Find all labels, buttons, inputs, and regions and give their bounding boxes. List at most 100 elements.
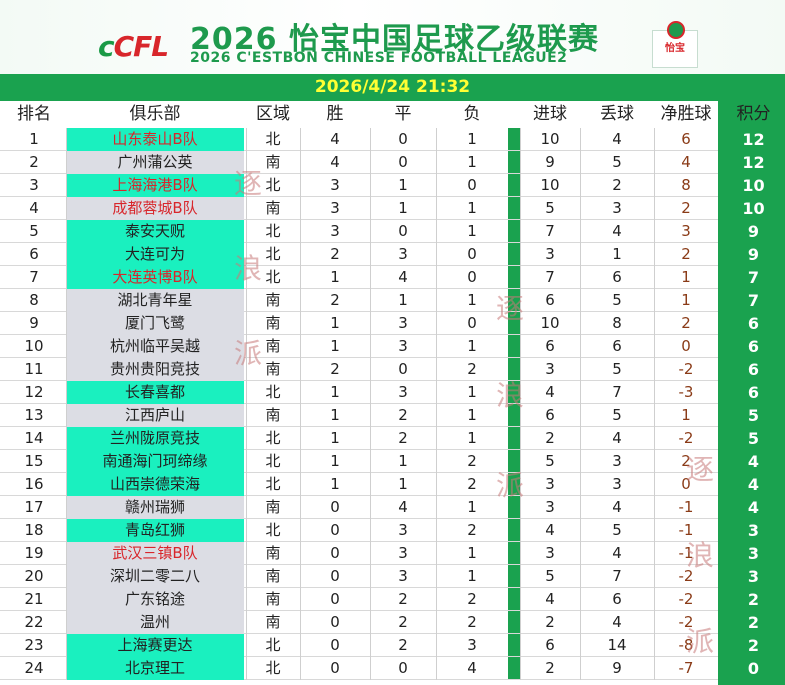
row-ga: 4 <box>612 544 622 562</box>
team-cell <box>66 657 244 680</box>
row-l: 2 <box>467 613 477 631</box>
row-team: 湖北青年星 <box>117 291 193 309</box>
row-region: 南 <box>265 613 281 631</box>
row-d: 0 <box>398 659 408 677</box>
row-rank: 15 <box>24 452 44 470</box>
row-gf: 9 <box>545 153 555 171</box>
row-region: 北 <box>265 176 281 194</box>
row-divider <box>0 587 718 588</box>
row-divider <box>0 541 718 542</box>
watermark-glyph: 逐 <box>686 453 715 486</box>
row-gf: 7 <box>545 222 555 240</box>
row-divider <box>0 311 718 312</box>
row-rank: 20 <box>24 567 44 585</box>
row-region: 北 <box>265 222 281 240</box>
row-divider <box>0 610 718 611</box>
row-l: 1 <box>467 153 477 171</box>
row-w: 0 <box>330 613 340 631</box>
row-d: 3 <box>398 544 408 562</box>
row-gf: 4 <box>545 521 555 539</box>
watermark-glyph: 派 <box>496 469 525 502</box>
row-d: 4 <box>398 498 408 516</box>
row-team: 南通海门珂缔缘 <box>102 452 208 470</box>
row-team: 武汉三镇B队 <box>112 544 198 562</box>
row-d: 2 <box>398 406 408 424</box>
row-w: 3 <box>330 176 340 194</box>
row-team: 江西庐山 <box>124 406 185 424</box>
row-team: 山西崇德荣海 <box>109 475 200 493</box>
row-gf: 3 <box>545 360 555 378</box>
row-region: 北 <box>265 245 281 263</box>
row-divider <box>0 495 718 496</box>
row-pts: 9 <box>747 222 760 241</box>
row-region: 北 <box>265 452 281 470</box>
row-w: 0 <box>330 659 340 677</box>
row-pts: 5 <box>747 429 760 448</box>
row-d: 3 <box>398 567 408 585</box>
row-pts: 12 <box>742 130 765 149</box>
datetime-bar: 2026/4/24 21:32 <box>0 74 785 101</box>
row-d: 3 <box>398 245 408 263</box>
row-rank: 22 <box>24 613 44 631</box>
cfl-logo: cCFL <box>98 30 169 63</box>
row-region: 北 <box>265 383 281 401</box>
row-w: 0 <box>330 590 340 608</box>
row-d: 2 <box>398 429 408 447</box>
row-d: 2 <box>398 636 408 654</box>
row-w: 0 <box>330 544 340 562</box>
row-l: 1 <box>467 498 477 516</box>
row-d: 1 <box>398 475 408 493</box>
team-cell <box>66 588 244 611</box>
row-region: 北 <box>265 475 281 493</box>
row-gf: 10 <box>540 176 560 194</box>
row-gd: 2 <box>681 452 691 470</box>
team-cell <box>66 450 244 473</box>
row-region: 南 <box>265 544 281 562</box>
row-ga: 5 <box>612 521 622 539</box>
row-divider <box>0 426 718 427</box>
row-rank: 5 <box>29 222 39 240</box>
team-cell <box>66 496 244 519</box>
row-divider <box>0 656 718 657</box>
row-gf: 4 <box>545 383 555 401</box>
row-rank: 13 <box>24 406 44 424</box>
watermark-glyph: 逐 <box>234 167 263 200</box>
row-w: 2 <box>330 245 340 263</box>
row-team: 赣州瑞狮 <box>124 498 185 516</box>
row-divider <box>0 472 718 473</box>
row-gf: 10 <box>540 130 560 148</box>
row-gf: 3 <box>545 475 555 493</box>
row-l: 2 <box>467 452 477 470</box>
team-cell <box>66 289 244 312</box>
row-pts: 10 <box>742 176 765 195</box>
row-pts: 2 <box>747 590 760 609</box>
row-divider <box>0 564 718 565</box>
row-region: 南 <box>265 291 281 309</box>
row-rank: 6 <box>29 245 39 263</box>
row-l: 1 <box>467 291 477 309</box>
row-region: 南 <box>265 406 281 424</box>
row-gd: 1 <box>681 268 691 286</box>
row-team: 温州 <box>139 613 170 631</box>
title-chinese: 2026 怡宝中国足球乙级联赛 <box>190 22 599 57</box>
row-rank: 19 <box>24 544 44 562</box>
row-rank: 17 <box>24 498 44 516</box>
row-rank: 18 <box>24 521 44 539</box>
team-cell <box>66 519 244 542</box>
row-team: 上海海港B队 <box>112 176 198 194</box>
row-team: 北京理工 <box>124 659 185 677</box>
row-l: 1 <box>467 130 477 148</box>
row-region: 北 <box>265 521 281 539</box>
row-d: 3 <box>398 337 408 355</box>
row-w: 1 <box>330 314 340 332</box>
row-d: 0 <box>398 360 408 378</box>
row-region: 南 <box>265 199 281 217</box>
row-d: 4 <box>398 268 408 286</box>
row-gf: 5 <box>545 567 555 585</box>
row-gd: 8 <box>681 176 691 194</box>
row-gf: 6 <box>545 636 555 654</box>
row-l: 0 <box>467 176 477 194</box>
row-rank: 23 <box>24 636 44 654</box>
row-rank: 16 <box>24 475 44 493</box>
row-d: 1 <box>398 452 408 470</box>
